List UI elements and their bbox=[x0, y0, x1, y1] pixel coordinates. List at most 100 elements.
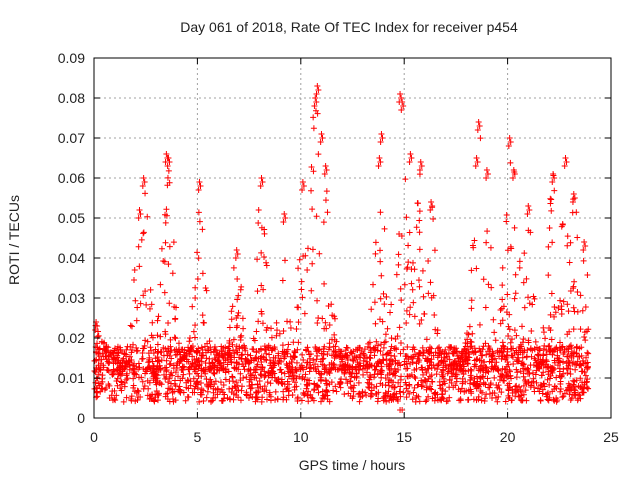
x-axis: 0 5 10 15 20 25 bbox=[90, 58, 619, 445]
data-point bbox=[577, 361, 584, 368]
data-point bbox=[102, 347, 109, 354]
data-point bbox=[146, 354, 153, 361]
y-tick-label: 0.06 bbox=[58, 170, 85, 186]
data-point bbox=[485, 281, 492, 288]
data-point bbox=[517, 368, 524, 375]
y-tick-label: 0.09 bbox=[58, 50, 85, 66]
data-point bbox=[582, 372, 589, 379]
data-point bbox=[484, 368, 491, 375]
data-point bbox=[283, 386, 290, 393]
data-point bbox=[495, 367, 502, 374]
data-point bbox=[192, 322, 199, 329]
data-point bbox=[434, 397, 441, 404]
data-point bbox=[131, 276, 137, 283]
data-point bbox=[109, 397, 116, 404]
data-point bbox=[264, 379, 271, 386]
data-point bbox=[397, 383, 404, 390]
data-point bbox=[298, 278, 305, 285]
data-point bbox=[311, 103, 318, 109]
data-point bbox=[585, 350, 592, 357]
data-point bbox=[236, 345, 243, 352]
data-point bbox=[393, 271, 400, 278]
data-point bbox=[344, 345, 351, 352]
data-point bbox=[229, 373, 236, 380]
data-point bbox=[179, 366, 186, 373]
data-point bbox=[241, 366, 248, 373]
data-point bbox=[148, 301, 155, 308]
data-point bbox=[459, 367, 466, 374]
data-point bbox=[346, 365, 353, 372]
data-point bbox=[313, 99, 320, 105]
data-point bbox=[100, 364, 107, 371]
data-point bbox=[496, 348, 503, 355]
data-point bbox=[406, 229, 413, 236]
data-point bbox=[382, 331, 389, 338]
data-point bbox=[425, 258, 432, 265]
data-point bbox=[534, 385, 541, 392]
data-point bbox=[255, 318, 262, 325]
data-point bbox=[135, 243, 142, 250]
data-point bbox=[466, 380, 473, 387]
data-point bbox=[484, 171, 491, 177]
data-point bbox=[121, 359, 128, 366]
data-point bbox=[542, 335, 549, 342]
data-point bbox=[430, 292, 437, 299]
data-point bbox=[326, 369, 333, 376]
data-point bbox=[140, 365, 147, 372]
data-point bbox=[431, 247, 438, 254]
data-point bbox=[484, 228, 491, 235]
data-point bbox=[398, 233, 405, 240]
data-point bbox=[186, 370, 193, 377]
data-point bbox=[91, 357, 98, 364]
data-point bbox=[497, 307, 504, 314]
data-point bbox=[347, 370, 354, 377]
data-point bbox=[374, 398, 381, 405]
data-point bbox=[584, 359, 591, 366]
data-point bbox=[138, 236, 145, 243]
data-point bbox=[514, 354, 521, 361]
data-point bbox=[499, 264, 506, 271]
data-point bbox=[203, 287, 210, 294]
data-point bbox=[583, 378, 590, 385]
data-point bbox=[431, 312, 438, 319]
y-tick-label: 0.03 bbox=[58, 290, 85, 306]
data-point bbox=[531, 346, 538, 353]
data-point bbox=[418, 364, 425, 371]
data-point bbox=[429, 378, 436, 385]
data-point bbox=[371, 299, 378, 306]
data-point bbox=[498, 355, 505, 362]
data-point bbox=[392, 372, 399, 379]
data-point bbox=[112, 345, 119, 352]
data-point bbox=[323, 325, 330, 332]
data-point bbox=[525, 337, 532, 344]
data-point bbox=[254, 381, 261, 388]
data-point bbox=[396, 324, 403, 331]
data-point bbox=[503, 211, 510, 218]
data-point bbox=[176, 383, 183, 390]
data-point bbox=[559, 394, 566, 401]
data-point bbox=[294, 304, 301, 311]
data-point bbox=[409, 396, 416, 403]
data-point bbox=[224, 361, 231, 368]
data-point bbox=[556, 372, 563, 379]
data-point bbox=[477, 135, 484, 142]
data-point bbox=[480, 358, 487, 365]
data-point bbox=[577, 384, 584, 391]
data-point bbox=[557, 347, 564, 354]
data-point bbox=[397, 388, 404, 395]
data-point bbox=[226, 395, 233, 402]
data-point bbox=[564, 365, 571, 372]
data-point bbox=[540, 380, 547, 387]
data-point bbox=[226, 378, 233, 385]
data-point bbox=[218, 397, 225, 404]
data-point bbox=[549, 239, 556, 246]
data-point bbox=[356, 390, 363, 397]
data-point bbox=[539, 390, 546, 397]
data-point bbox=[144, 338, 151, 345]
data-point bbox=[427, 383, 434, 390]
data-point bbox=[528, 382, 535, 389]
data-point bbox=[309, 246, 316, 253]
data-point bbox=[309, 206, 316, 213]
data-point bbox=[173, 304, 180, 311]
data-point bbox=[167, 336, 174, 343]
